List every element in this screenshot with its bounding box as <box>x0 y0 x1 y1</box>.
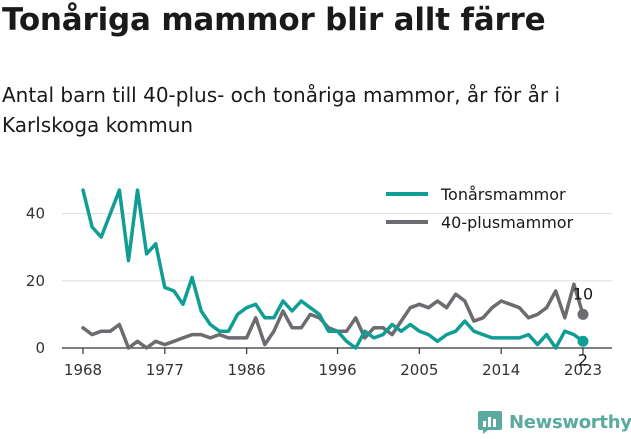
series-line-teenage <box>81 188 585 350</box>
x-tick-label-2005: 2005 <box>400 361 438 379</box>
x-tick-label-1986: 1986 <box>228 361 266 379</box>
logo-text: Newsworthy <box>509 411 631 433</box>
end-point-teenage <box>577 335 589 347</box>
y-tick-label-0: 0 <box>35 339 45 357</box>
y-tick-label-40: 40 <box>26 205 45 223</box>
x-axis-ticks: 1968 1977 1986 1996 2005 2014 2023 <box>64 348 602 379</box>
newsworthy-logo: Newsworthy <box>477 408 631 436</box>
y-tick-label-20: 20 <box>26 272 45 290</box>
chart-subtitle: Antal barn till 40-plus- och tonåriga ma… <box>2 83 561 137</box>
legend-label-forty-plus: 40-plusmammor <box>441 213 574 232</box>
series-lines <box>81 188 589 350</box>
y-axis-ticks: 0 20 40 <box>26 205 45 357</box>
x-tick-label-2014: 2014 <box>482 361 520 379</box>
newsworthy-bar-chart-icon <box>478 411 502 434</box>
end-point-forty-plus <box>577 308 589 320</box>
x-tick-label-1977: 1977 <box>146 361 184 379</box>
legend-label-teenage: Tonårsmammor <box>440 185 566 204</box>
x-tick-label-1968: 1968 <box>64 361 102 379</box>
legend: Tonårsmammor 40-plusmammor <box>386 185 574 232</box>
x-tick-label-2023: 2023 <box>564 361 602 379</box>
x-tick-label-1996: 1996 <box>318 361 356 379</box>
end-label-forty-plus: 10 <box>573 284 593 303</box>
end-label-teenage: 2 <box>578 350 588 369</box>
end-labels: 10 2 <box>573 284 593 369</box>
chart-title: Tonåriga mammor blir allt färre <box>2 2 546 38</box>
gridlines <box>62 213 612 282</box>
